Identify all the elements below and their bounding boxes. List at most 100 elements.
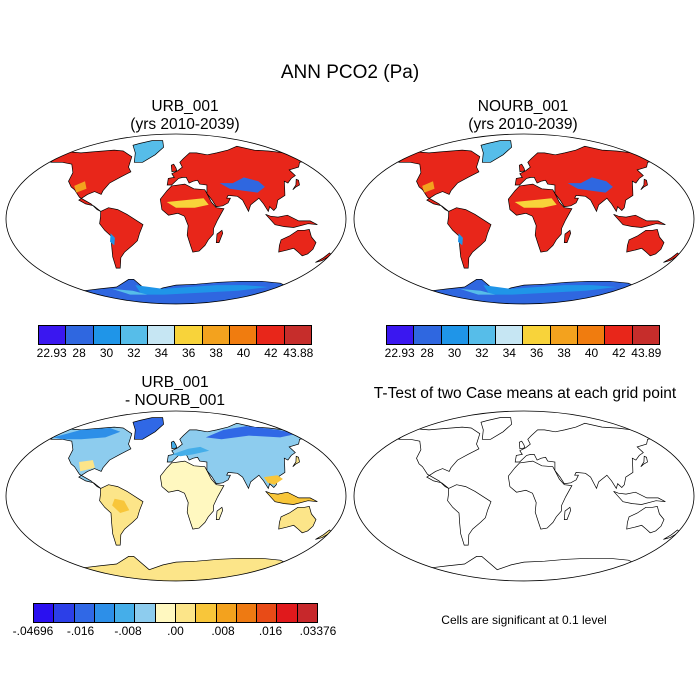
map-diff (5, 410, 347, 582)
field-region (53, 428, 121, 440)
land-australia (278, 228, 317, 257)
colorbar-cell (236, 604, 258, 622)
panel-nourb-title-line2: (yrs 2010-2039) (468, 116, 578, 133)
colorbar-tick-label: -.016 (66, 624, 95, 638)
colorbar-cell (578, 326, 606, 344)
land-japan (640, 455, 648, 467)
land-namerica (50, 426, 133, 489)
field-region (112, 288, 148, 295)
land-australia (626, 505, 665, 534)
colorbar-cell (148, 326, 176, 344)
colorbar-tick-label: .00 (167, 624, 184, 638)
field-region (422, 181, 435, 193)
land-eurasia (514, 422, 659, 490)
colorbar-nourb (386, 325, 660, 345)
land-indonesia (265, 490, 318, 505)
colorbar-cell (257, 604, 278, 622)
colorbar-cell (284, 326, 311, 344)
colorbar-tick-label: 34 (154, 346, 168, 360)
colorbar-tick-label: 40 (584, 346, 599, 360)
colorbar-tick-label: 22.93 (384, 346, 415, 360)
panel-urb-title-line2: (yrs 2010-2039) (130, 116, 240, 133)
map-land-layer (398, 140, 681, 304)
land-madagascar (215, 506, 224, 520)
colorbar-cell (175, 326, 203, 344)
field-region (458, 233, 463, 246)
panel-urb-title-line1: URB_001 (151, 98, 219, 115)
colorbar-cell (34, 604, 55, 622)
colorbar-tick-label: -.008 (114, 624, 142, 638)
colorbar-urb (38, 325, 312, 345)
colorbar-cell (605, 326, 633, 344)
panel-ttest-title: T-Test of two Case means at each grid po… (373, 385, 677, 402)
map-ttest (353, 410, 695, 582)
land-greenland (132, 417, 164, 440)
land-madagascar (215, 229, 224, 243)
colorbar-tick-label: 40 (236, 346, 251, 360)
land-greenland (480, 140, 512, 163)
map-border (353, 133, 695, 305)
colorbar-tick-label: 36 (530, 346, 544, 360)
map-land-layer (50, 140, 333, 304)
colorbar-tick-label: .008 (211, 624, 235, 638)
land-uk (170, 163, 178, 173)
colorbar-tick-label: 43.89 (631, 346, 662, 360)
map-border (5, 410, 347, 582)
colorbar-cell (414, 326, 442, 344)
colorbar-tick-label: 36 (182, 346, 196, 360)
colorbar-cell (196, 604, 217, 622)
colorbar-diff (33, 603, 318, 623)
colorbar-tick-label: 38 (557, 346, 571, 360)
figure-title: ANN PCO2 (Pa) (280, 62, 420, 83)
field-region (135, 285, 269, 295)
field-region (166, 198, 209, 208)
land-samerica (447, 207, 492, 269)
land-samerica (99, 484, 144, 546)
colorbar-tick-label: 28 (420, 346, 434, 360)
field-region (263, 475, 283, 485)
colorbar-tick-label: 32 (475, 346, 489, 360)
land-greenland (132, 140, 164, 163)
colorbar-tick-label: 32 (127, 346, 141, 360)
land-eurasia (166, 145, 311, 213)
land-namerica (398, 426, 481, 489)
colorbar-cell (74, 604, 95, 622)
colorbar-tick-label: 43.88 (283, 346, 314, 360)
land-madagascar (563, 506, 572, 520)
colorbar-cell (496, 326, 524, 344)
colorbar-tick-label: .016 (258, 624, 283, 638)
map-land-layer (398, 417, 681, 581)
land-uk (518, 440, 526, 450)
land-namerica (398, 149, 481, 212)
field-region (110, 233, 115, 246)
colorbar-cell (135, 604, 156, 622)
land-australia (278, 505, 317, 534)
field-region (171, 446, 210, 457)
panel-nourb-title-line1: NOURB_001 (477, 98, 569, 115)
colorbar-cell (115, 604, 136, 622)
colorbar-cell (155, 604, 176, 622)
land-indonesia (265, 213, 318, 228)
land-africa (159, 460, 225, 530)
field-region (205, 426, 298, 440)
colorbar-cell (39, 326, 67, 344)
field-region (74, 181, 87, 193)
land-indonesia (613, 213, 666, 228)
colorbar-cell (66, 326, 94, 344)
land-namerica (50, 149, 133, 212)
colorbar-tick-label: 38 (209, 346, 223, 360)
colorbar-cell (441, 326, 469, 344)
map-border (353, 410, 695, 582)
colorbar-cell (523, 326, 551, 344)
field-region (79, 460, 95, 472)
field-region (219, 177, 265, 193)
colorbar-cell (230, 326, 258, 344)
colorbar-tick-label: 28 (72, 346, 86, 360)
colorbar-tick-label: 22.93 (36, 346, 67, 360)
land-samerica (99, 207, 144, 269)
significance-note: Cells are significant at 0.1 level (441, 613, 607, 627)
land-japan (292, 455, 300, 467)
colorbar-cell (550, 326, 579, 344)
land-japan (292, 178, 300, 190)
colorbar-cell (216, 604, 237, 622)
